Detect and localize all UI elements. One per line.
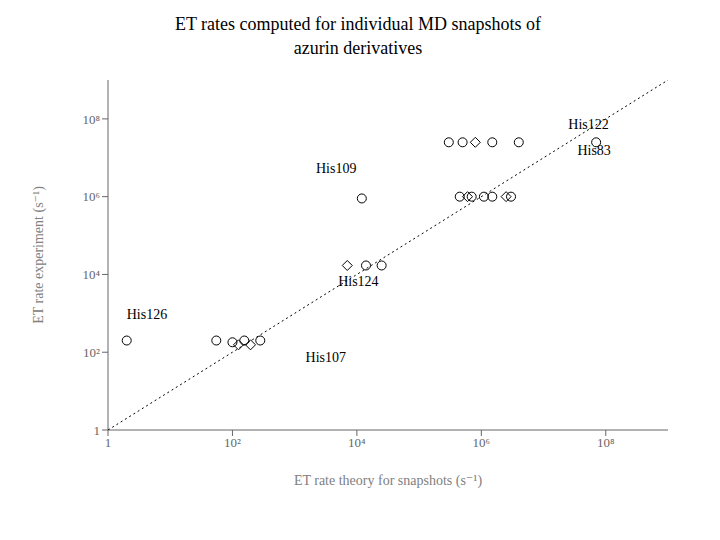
svg-text:10⁸: 10⁸ [82,112,100,127]
svg-text:His124: His124 [338,274,378,289]
svg-text:1: 1 [94,423,101,438]
svg-text:ET rate experiment (s⁻¹): ET rate experiment (s⁻¹) [31,186,47,324]
svg-text:10²: 10² [224,435,241,450]
html-text:azurin derivatives: azurin derivatives [293,38,423,58]
svg-text:ET rate theory for snapshots (: ET rate theory for snapshots (s⁻¹) [294,473,483,489]
svg-text:His109: His109 [316,161,356,176]
svg-text:10⁸: 10⁸ [597,435,615,450]
svg-text:1: 1 [105,435,112,450]
svg-text:His122: His122 [568,117,608,132]
svg-text:10⁶: 10⁶ [473,435,491,450]
svg-text:10²: 10² [83,345,100,360]
html-text:ET rates computed for individu: ET rates computed for individual MD snap… [174,14,541,34]
svg-text:10⁴: 10⁴ [82,267,100,282]
svg-text:His83: His83 [577,143,610,158]
svg-text:His107: His107 [306,350,346,365]
svg-text:10⁴: 10⁴ [348,435,366,450]
svg-text:10⁶: 10⁶ [82,189,100,204]
svg-text:His126: His126 [127,307,167,322]
